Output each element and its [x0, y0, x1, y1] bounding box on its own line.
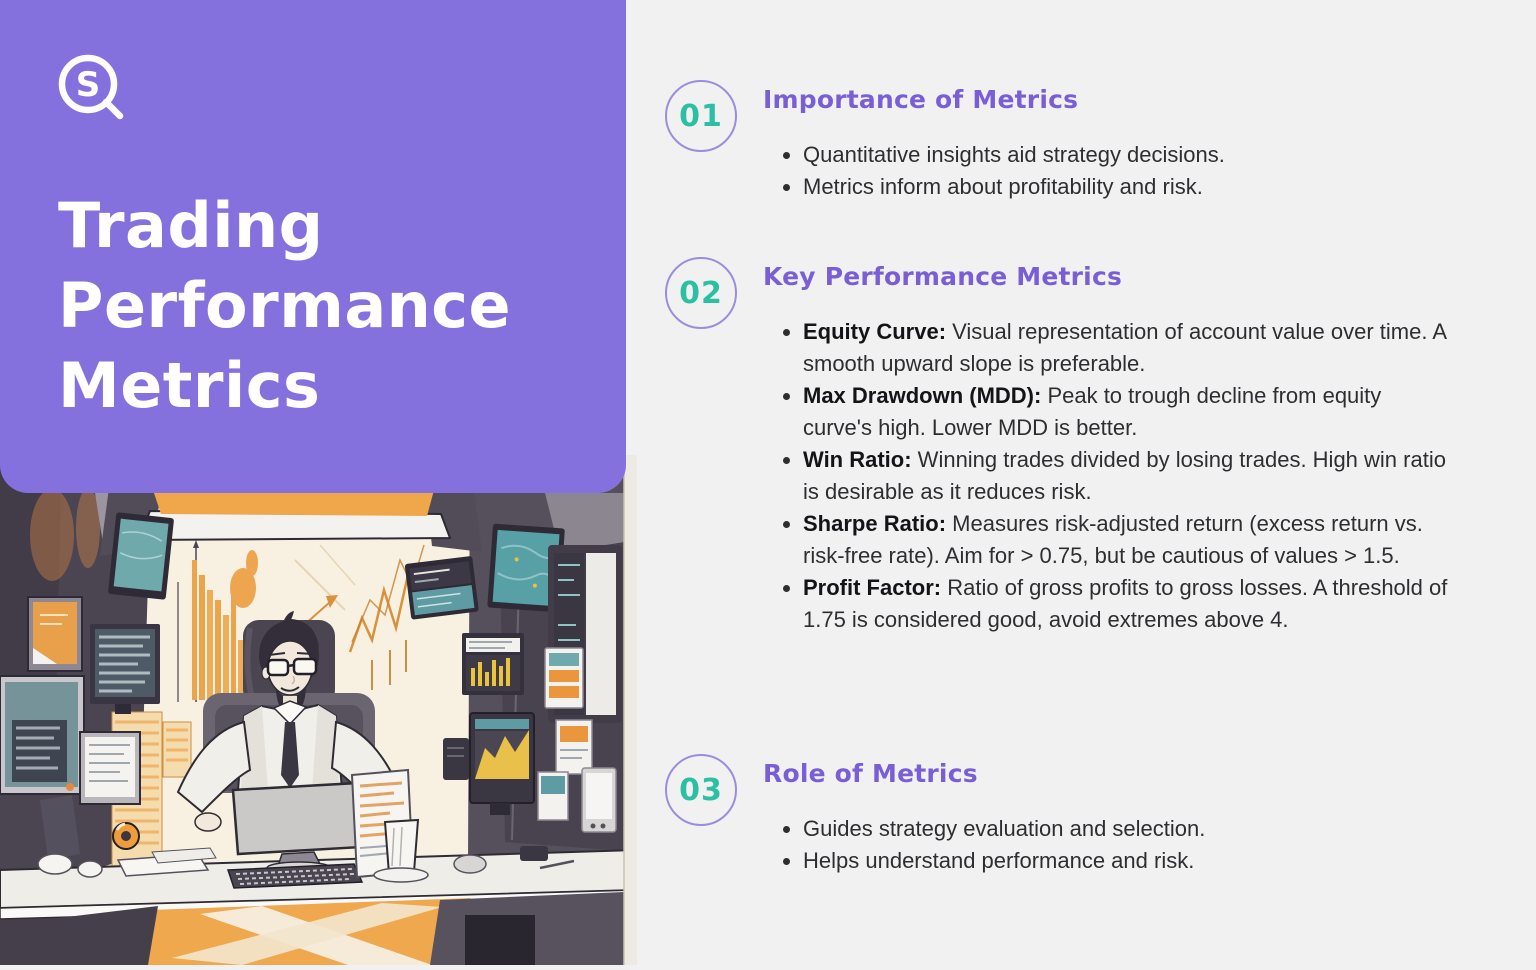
svg-text:S: S: [76, 65, 101, 105]
section-key-performance-metrics: 02 Key Performance Metrics Equity Curve:…: [665, 257, 1475, 636]
bullet-item: Max Drawdown (MDD): Peak to trough decli…: [803, 380, 1448, 444]
section-number: 02: [679, 275, 723, 311]
section-bullet-list: Guides strategy evaluation and selection…: [763, 813, 1448, 877]
illustration-edge: [624, 455, 637, 965]
section-number: 01: [679, 98, 723, 134]
left-column: S Trading Performance Metrics: [0, 0, 638, 965]
desk-items: [37, 768, 575, 889]
sq-magnifier-logo-icon: S: [58, 54, 124, 120]
floor: [0, 892, 624, 965]
brand-panel: S Trading Performance Metrics: [0, 0, 626, 493]
page-title: Trading Performance Metrics: [58, 189, 512, 422]
left-wall-monitors: [0, 512, 174, 805]
section-role-of-metrics: 03 Role of Metrics Guides strategy evalu…: [665, 754, 1465, 877]
bullet-item: Quantitative insights aid strategy decis…: [803, 139, 1448, 171]
section-number-badge: 03: [665, 754, 737, 826]
section-number-badge: 02: [665, 257, 737, 329]
section-number-badge: 01: [665, 80, 737, 152]
bullet-item: Guides strategy evaluation and selection…: [803, 813, 1448, 845]
section-heading: Key Performance Metrics: [763, 262, 1123, 291]
section-number: 03: [679, 772, 723, 808]
section-bullet-list: Quantitative insights aid strategy decis…: [763, 139, 1448, 203]
bullet-item: Win Ratio: Winning trades divided by los…: [803, 444, 1448, 508]
trader-illustration: [0, 455, 638, 965]
bullet-item: Helps understand performance and risk.: [803, 845, 1448, 877]
section-bullet-list: Equity Curve: Visual representation of a…: [763, 316, 1448, 636]
right-wall-monitors: [404, 523, 622, 833]
section-heading: Role of Metrics: [763, 759, 978, 788]
section-importance-of-metrics: 01 Importance of Metrics Quantitative in…: [665, 80, 1465, 203]
bullet-item: Metrics inform about profitability and r…: [803, 171, 1448, 203]
bullet-item: Profit Factor: Ratio of gross profits to…: [803, 572, 1448, 636]
bullet-item: Sharpe Ratio: Measures risk-adjusted ret…: [803, 508, 1448, 572]
bullet-item: Equity Curve: Visual representation of a…: [803, 316, 1448, 380]
section-heading: Importance of Metrics: [763, 85, 1079, 114]
